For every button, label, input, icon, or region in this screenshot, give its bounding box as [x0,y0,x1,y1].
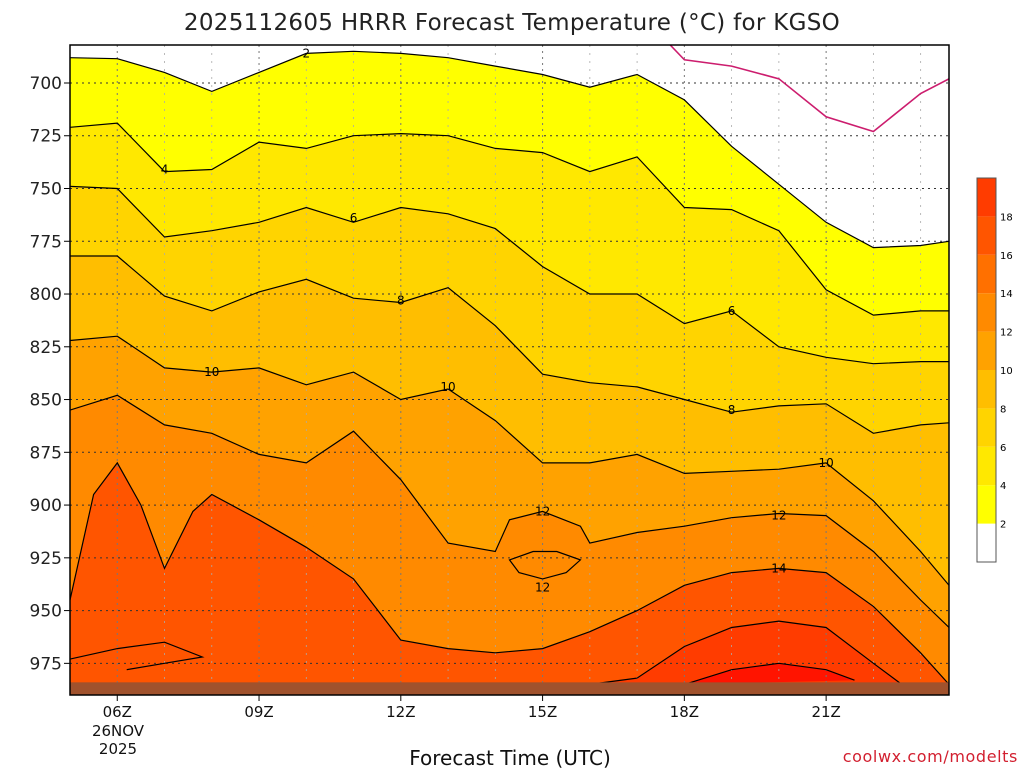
y-tick-label: 825 [30,338,62,358]
contour-label: 12 [771,509,786,523]
y-tick-label: 750 [30,180,62,200]
y-tick-label: 875 [30,443,62,463]
colorbar-tick-label: 2 [1000,520,1006,531]
colorbar-tick-label: 14 [1000,289,1013,300]
contour-label: 6 [350,211,358,225]
contour-label: 6 [728,304,736,318]
temperature-timeseries-chart: 2025112605 HRRR Forecast Temperature (°C… [0,0,1024,768]
ground-surface [70,682,949,695]
chart-title: 2025112605 HRRR Forecast Temperature (°C… [184,10,840,36]
colorbar-cell [977,216,996,254]
y-tick-label: 800 [30,285,62,305]
x-tick-label: 21Z [811,703,840,721]
y-tick-label: 775 [30,232,62,252]
y-tick-label: 700 [30,74,62,94]
colorbar-cell [977,408,996,446]
colorbar-cell-below [977,524,996,562]
credit-link[interactable]: coolwx.com/modelts [843,747,1018,766]
y-tick-label: 900 [30,496,62,516]
colorbar-legend: 2 4 6 8 10 12 14 16 18 [977,178,1013,562]
contour-label: 8 [728,403,736,417]
colorbar-cell [977,485,996,523]
colorbar-cell [977,332,996,370]
x-tick-label: 06Z [103,703,132,721]
colorbar-tick-label: 4 [1000,481,1006,492]
contour-label: 10 [204,365,219,379]
contour-label: 12 [535,580,550,594]
contour-label: 4 [161,163,169,177]
x-axis-title: Forecast Time (UTC) [409,746,611,768]
x-tick-label: 09Z [244,703,273,721]
contour-label: 14 [771,561,786,575]
x-axis: 06Z 09Z 12Z 15Z 18Z 21Z [103,695,841,721]
colorbar-cell [977,255,996,293]
plot-area: 2 4 6 8 10 10 12 12 6 8 10 12 14 [70,40,949,700]
colorbar-cell [977,293,996,331]
colorbar-cell [977,178,996,216]
y-tick-label: 975 [30,654,62,674]
y-tick-label: 950 [30,602,62,622]
date-label: 26NOV [92,722,145,740]
contour-label: 10 [440,380,455,394]
temperature-fill-layer [70,40,949,700]
colorbar-tick-label: 8 [1000,404,1006,415]
contour-label: 12 [535,504,550,518]
year-label: 2025 [99,740,137,758]
x-tick-label: 15Z [528,703,557,721]
y-tick-label: 725 [30,127,62,147]
contour-label: 2 [302,46,310,60]
colorbar-tick-label: 18 [1000,212,1013,223]
colorbar-cell [977,370,996,408]
y-tick-label: 850 [30,391,62,411]
x-tick-label: 12Z [386,703,415,721]
y-tick-label: 925 [30,549,62,569]
contour-label: 8 [397,293,405,307]
colorbar-cell [977,447,996,485]
x-tick-label: 18Z [670,703,699,721]
colorbar-tick-label: 16 [1000,251,1013,262]
colorbar-tick-label: 6 [1000,443,1006,454]
colorbar-tick-label: 10 [1000,366,1013,377]
y-axis: 700 725 750 775 800 825 850 875 900 925 950 975 [30,74,70,674]
contour-label: 10 [818,456,833,470]
colorbar-tick-label: 12 [1000,328,1013,339]
